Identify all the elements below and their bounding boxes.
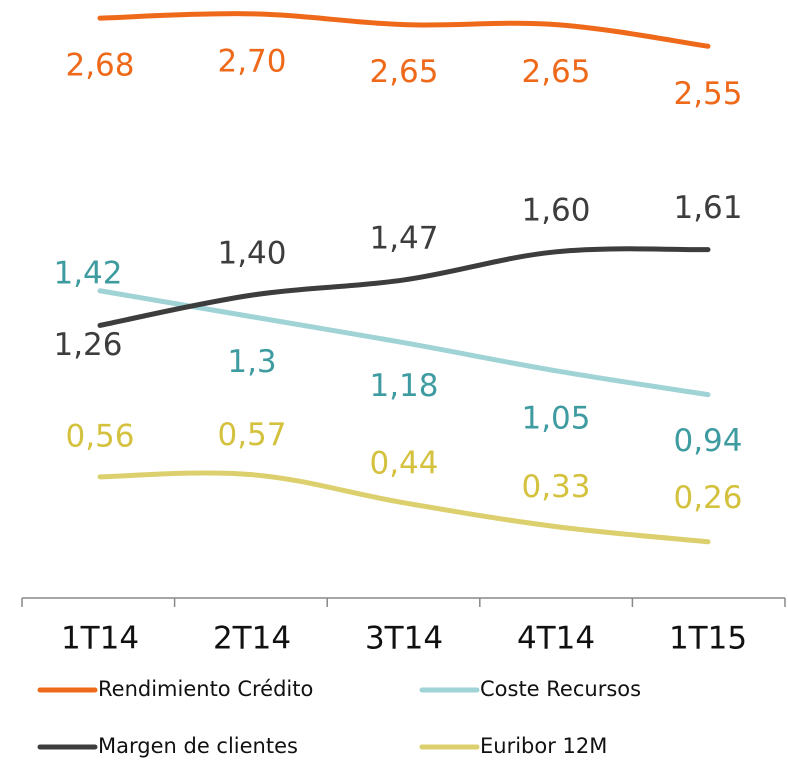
data-label: 1,40 <box>217 236 286 272</box>
line <box>97 470 711 545</box>
x-tick-label: 3T14 <box>365 621 443 657</box>
data-label: 0,33 <box>521 469 590 505</box>
data-label: 2,65 <box>521 54 590 90</box>
data-label: 0,57 <box>217 417 286 453</box>
x-tick-label: 1T14 <box>61 621 139 657</box>
line <box>97 11 711 49</box>
legend-label: Rendimiento Crédito <box>98 677 313 701</box>
x-tick-label: 2T14 <box>213 621 291 657</box>
data-label: 1,3 <box>227 344 276 380</box>
data-label: 1,05 <box>521 400 590 436</box>
x-tick-label: 4T14 <box>517 621 595 657</box>
data-label: 1,18 <box>369 368 438 404</box>
legend-label: Coste Recursos <box>480 677 641 701</box>
data-label: 2,68 <box>65 48 134 84</box>
legend-label: Euribor 12M <box>480 734 607 758</box>
data-label: 0,26 <box>673 480 742 516</box>
data-label: 1,47 <box>369 220 438 256</box>
data-label: 1,61 <box>673 190 742 226</box>
x-tick-label: 1T15 <box>669 621 747 657</box>
data-label: 2,55 <box>673 76 742 112</box>
legend-label: Margen de clientes <box>98 734 298 758</box>
data-label: 0,56 <box>65 418 134 454</box>
data-label: 2,70 <box>217 43 286 79</box>
data-label: 1,60 <box>521 192 590 228</box>
data-label: 0,44 <box>369 445 438 481</box>
data-label: 2,65 <box>369 54 438 90</box>
data-label: 0,94 <box>673 423 742 459</box>
line <box>97 288 711 398</box>
data-label: 1,42 <box>53 255 122 291</box>
line <box>97 246 711 328</box>
data-label: 1,26 <box>53 327 122 363</box>
